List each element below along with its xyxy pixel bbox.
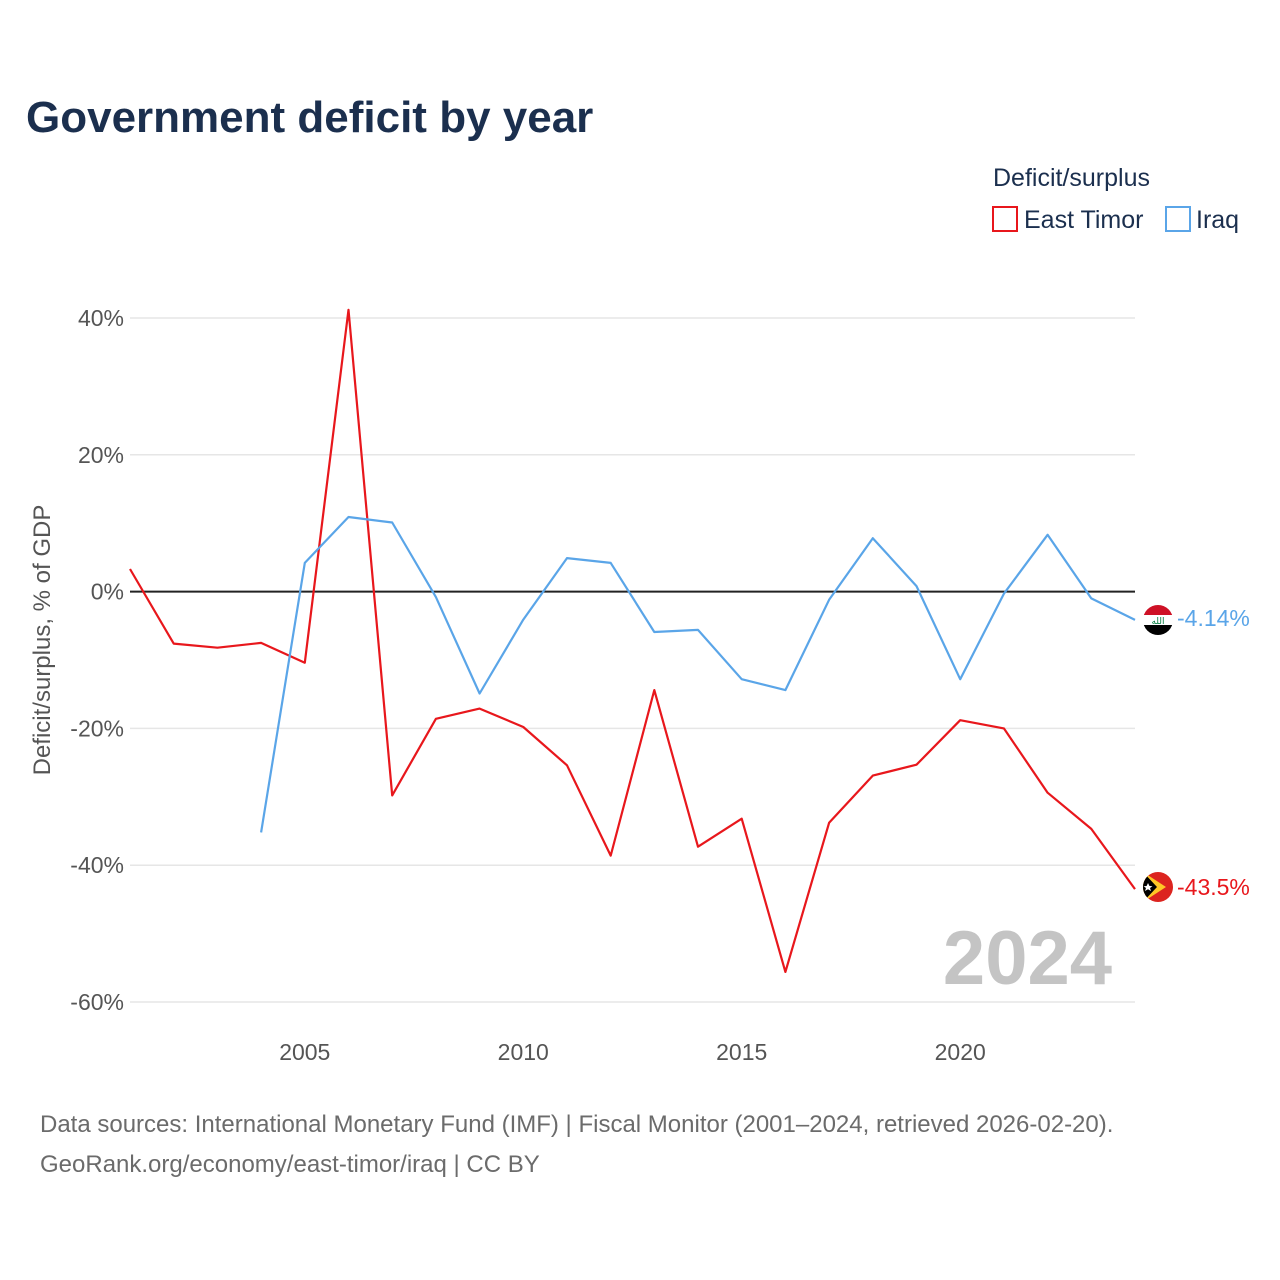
y-tick-label: -40%	[70, 852, 124, 878]
y-tick-label: 0%	[91, 579, 124, 605]
end-label-east-timor: -43.5%	[1177, 874, 1250, 900]
legend-label-iraq[interactable]: Iraq	[1196, 206, 1239, 234]
x-tick-label: 2020	[935, 1039, 986, 1065]
end-label-iraq: -4.14%	[1177, 605, 1250, 631]
x-axis-ticks: 2005 2010 2015 2020	[279, 1039, 986, 1065]
legend-label-east-timor[interactable]: East Timor	[1024, 206, 1143, 234]
y-tick-label: -20%	[70, 715, 124, 741]
legend: Deficit/surplus East Timor Iraq	[992, 164, 1239, 234]
y-axis-ticks: 40% 20% 0% -20% -40% -60%	[70, 305, 124, 1015]
source-line-2[interactable]: GeoRank.org/economy/east-timor/iraq | CC…	[40, 1151, 540, 1178]
gridlines	[130, 317, 1135, 1003]
chart-title: Government deficit by year	[26, 93, 593, 142]
iraq-flag-icon: الله	[1143, 605, 1173, 635]
x-tick-label: 2015	[716, 1039, 767, 1065]
y-tick-label: 20%	[78, 442, 124, 468]
legend-swatch-iraq[interactable]	[1165, 206, 1191, 232]
y-axis-label: Deficit/surplus, % of GDP	[29, 505, 56, 776]
y-tick-label: 40%	[78, 305, 124, 331]
year-watermark: 2024	[943, 916, 1112, 1001]
svg-text:الله: الله	[1151, 617, 1164, 627]
x-tick-label: 2005	[279, 1039, 330, 1065]
y-tick-label: -60%	[70, 989, 124, 1015]
x-tick-label: 2010	[498, 1039, 549, 1065]
series-line-east-timor[interactable]	[129, 308, 1136, 973]
legend-swatch-east-timor[interactable]	[992, 206, 1018, 232]
series-layer	[129, 308, 1136, 973]
legend-title: Deficit/surplus	[993, 164, 1150, 192]
east-timor-flag-icon	[1143, 872, 1173, 902]
source-line-1: Data sources: International Monetary Fun…	[40, 1111, 1113, 1138]
